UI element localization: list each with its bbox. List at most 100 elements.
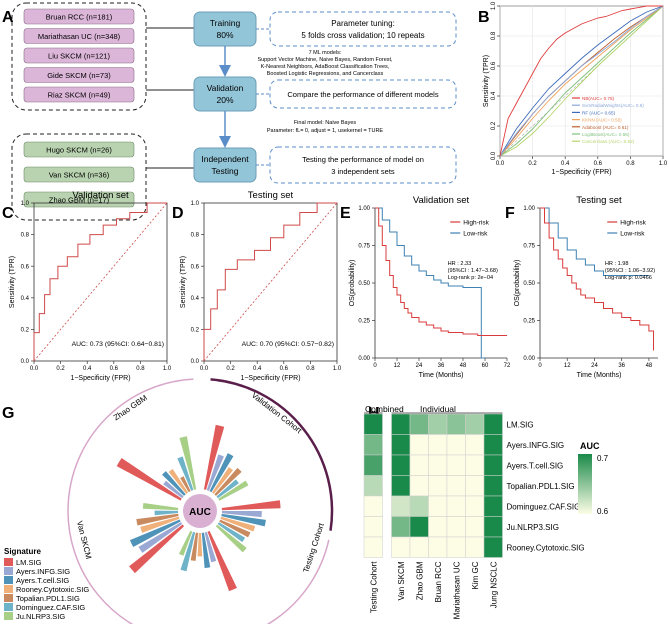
heatmap-cell [483,434,503,456]
legend-entry: LogitBoost(AUC= 0.55) [582,132,630,137]
x-tick-label: 0.6 [110,366,119,372]
x-tick-label: 0 [373,363,377,369]
heatmap-cell [483,495,503,517]
heatmap-row-label: LM.SIG [507,420,534,429]
y-tick-label: 0.6 [191,264,200,270]
legend-swatch [4,612,13,620]
legend-entry: RF (AUC= 0.65) [582,110,616,115]
x-tick-label: 48 [646,363,653,369]
heatmap-cell [391,434,411,456]
plot-title: Validation set [413,195,470,206]
training-cohort-box [23,67,135,83]
x-tick-label: 0.4 [253,366,262,372]
x-tick-label: 12 [394,363,401,369]
x-tick-label: 36 [618,363,625,369]
auc-bar [207,530,237,592]
legend-high-risk: High-risk [463,219,489,226]
heatmap-row-label: Ayers.INFG.SIG [507,441,565,450]
panel-a: A Bruan RCC (n=181) Mariathasan UC (n=348… [2,2,457,221]
heatmap-row-label: Dominguez.CAF.SIG [507,502,581,511]
auc-bar [214,467,242,496]
tuning-desc-box [269,11,457,47]
signature-legend: LM.SIGAyers.INFG.SIGAyers.T.cell.SIGRoon… [4,558,89,621]
roc-curve [499,5,664,157]
training-cohort-box [23,8,135,25]
training-cohort-box [23,28,135,44]
y-tick-label: 0.8 [191,233,200,239]
auc-annotation: AUC: 0.73 (95%CI: 0.64−0.81) [72,341,164,348]
y-tick-label: 0.2 [21,328,30,334]
auc-bar [140,516,180,533]
auc-bar [220,516,256,532]
y-tick-label: 0.4 [21,296,30,302]
y-tick-label: 1.0 [491,1,497,10]
auc-bar [215,524,247,553]
heatmap-cell [409,475,429,497]
roc-curve [499,5,664,157]
training-label: Training [210,18,241,28]
heatmap-cell [363,434,383,456]
training-cohort-label: Liu SKCM (n=121) [48,52,110,61]
x-tick-label: 0 [538,363,542,369]
heatmap-row-label: Ju.NLRP3.SIG [507,523,559,532]
heatmap-cell [465,516,485,538]
auc-bar [221,500,281,511]
auc-bar [163,480,184,499]
y-tick-label: 0.8 [21,233,30,239]
x-tick-label: 24 [591,363,598,369]
x-tick-label: 0.2 [226,366,235,372]
heatmap-cell [428,434,448,456]
x-tick-label: 0.0 [496,161,505,167]
heatmap-cell [446,434,466,456]
x-axis-label: 1−Specificity (FPR) [551,169,611,176]
panel-label-a: A [2,9,14,26]
x-tick-label: 0.6 [594,161,603,167]
arc-label-testing-cohort: Testing Cohort [301,521,326,574]
heatmap-cell [446,454,466,476]
testing-cohort-label: Van SKCM (n=36) [49,171,110,180]
auc-bar [177,456,194,491]
x-tick-label: 60 [482,363,489,369]
y-tick-label: 0.6 [21,264,30,270]
validation-roc-plot: Validation set 0.0 0.2 0.4 0.6 0.8 1.0 0.0 0.2 0.… [9,190,172,382]
validation-percent: 20% [216,95,233,105]
y-tick-label: 0.2 [491,121,497,130]
heatmap-cell [465,536,485,558]
roc-curve [203,202,337,361]
models-line1: Support Vector Machine, Naive Bayes, Ran… [257,57,393,63]
legend-swatch [4,594,13,602]
auc-bar [218,480,249,501]
diagonal-reference [33,202,168,362]
heatmap-cell [409,495,429,517]
compare-text: Compare the performance of different mod… [287,90,438,99]
heatmap-cell [428,454,448,476]
plot-title: Validation set [72,190,129,201]
y-tick-label: 0.00 [523,356,535,362]
training-cohort-label: Riaz SKCM (n=49) [48,91,111,100]
x-tick-label: 24 [416,363,423,369]
heatmap-col-label: Kim GC [471,561,480,589]
training-cohort-list: Bruan RCC (n=181) Mariathasan UC (n=348) L… [23,8,135,103]
auc-bar [142,502,179,511]
x-tick-label: 12 [564,363,571,369]
y-tick-label: 0.0 [21,359,30,365]
legend-high-risk: High-risk [620,219,646,226]
legend-entry: NB(AUC= 0.75) [582,96,615,101]
roc-curve [499,5,664,157]
auc-legend-bar [578,454,592,514]
auc-bar [179,530,193,556]
x-axis-label: Time (Months) [577,372,622,379]
legend-low-risk: Low-risk [620,230,645,237]
legend-entry: KKNN (AUC= 0.58) [582,118,622,123]
heatmap-cell [446,516,466,538]
heatmap-cell [465,434,485,456]
y-tick-label: 0.6 [491,61,497,70]
plot-frame [33,202,168,362]
auc-center-disc [183,494,217,528]
testing-desc-line1: Testing the performance of model on [302,155,424,164]
heatmap-cell [465,475,485,497]
auc-bar [129,519,181,548]
legend-entry: Ayers.INFG.SIG [16,567,70,576]
heatmap-cell [363,495,383,517]
